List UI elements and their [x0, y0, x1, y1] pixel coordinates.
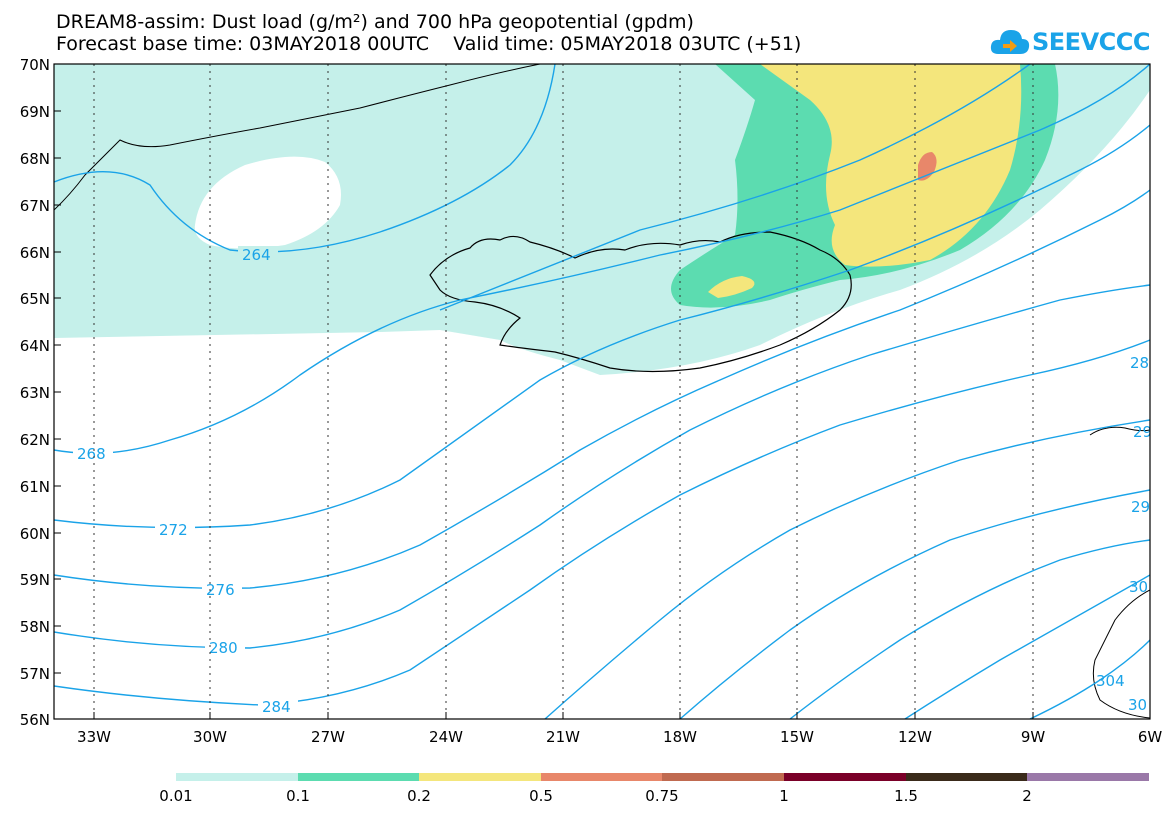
- legend-swatch-3: [541, 773, 662, 781]
- lon-label: 12W: [898, 728, 932, 746]
- contour-264: [54, 64, 556, 253]
- contour-292: [679, 489, 1150, 719]
- lat-label: 69N: [20, 103, 50, 121]
- lon-label: 9W: [1021, 728, 1046, 746]
- lon-label: 30W: [193, 728, 227, 746]
- logo-text: SEEVCCC: [1032, 28, 1151, 56]
- legend-swatch-7: [1027, 773, 1149, 781]
- contour-296: [789, 539, 1150, 719]
- contour-label: 284: [262, 698, 291, 716]
- legend-swatch-0: [176, 773, 298, 781]
- contour-264b: [439, 64, 1031, 311]
- contour-label: 29: [1131, 498, 1150, 516]
- lon-label: 24W: [429, 728, 463, 746]
- lon-label: 27W: [311, 728, 345, 746]
- lat-label: 61N: [20, 478, 50, 496]
- contour-280: [54, 284, 1150, 649]
- legend-label: 1: [779, 787, 789, 805]
- contour-label: 30: [1128, 696, 1147, 714]
- lat-label: 63N: [20, 384, 50, 402]
- contour-label: 304: [1096, 672, 1125, 690]
- faroe-coastline: [1089, 426, 1150, 436]
- dust-clear-hole-greenland: [194, 156, 341, 249]
- greenland-coastline: [54, 64, 541, 211]
- contour-label: 280: [209, 639, 238, 657]
- lon-label: 21W: [546, 728, 580, 746]
- contour-276: [54, 189, 1150, 589]
- lat-label: 59N: [20, 571, 50, 589]
- contour-label: 276: [206, 581, 235, 599]
- lat-label: 62N: [20, 431, 50, 449]
- contour-label: 28: [1130, 354, 1149, 372]
- longitude-labels: 33W 30W 27W 24W 21W 18W 15W 12W 9W 6W: [77, 728, 1162, 746]
- scotland-coastline: [1092, 589, 1150, 719]
- legend-swatch-1: [298, 773, 419, 781]
- dust-shade-0.2: [760, 64, 1022, 267]
- legend-label: 0.5: [529, 787, 553, 805]
- lat-label: 64N: [20, 337, 50, 355]
- axis-ticks: [54, 63, 1034, 719]
- contour-300: [904, 574, 1150, 719]
- lat-label: 58N: [20, 618, 50, 636]
- lat-label: 68N: [20, 150, 50, 168]
- legend-swatch-6: [906, 773, 1027, 781]
- lat-label: 56N: [20, 711, 50, 729]
- lat-label: 70N: [20, 56, 50, 74]
- contour-304: [1029, 639, 1150, 719]
- contour-labels: 264 268 272 276 280 284 28 29 29 30 304 …: [73, 246, 1152, 716]
- contour-label: 268: [77, 445, 106, 463]
- cloud-logo-icon: [990, 30, 1030, 54]
- lat-label: 65N: [20, 290, 50, 308]
- lat-label: 66N: [20, 244, 50, 262]
- legend-label: 2: [1022, 787, 1032, 805]
- contour-label: 264: [242, 246, 271, 264]
- lat-label: 60N: [20, 525, 50, 543]
- contour-268: [54, 64, 1150, 455]
- legend-label: 0.1: [286, 787, 310, 805]
- legend-label: 0.75: [645, 787, 678, 805]
- lon-label: 15W: [780, 728, 814, 746]
- contour-288: [544, 419, 1150, 719]
- lon-label: 18W: [663, 728, 697, 746]
- legend-swatch-5: [784, 773, 906, 781]
- latitude-labels: 70N 69N 68N 67N 66N 65N 64N 63N 62N 61N …: [20, 56, 50, 729]
- legend-swatch-4: [662, 773, 784, 781]
- lat-label: 57N: [20, 665, 50, 683]
- contour-label: 30: [1129, 578, 1148, 596]
- legend-label: 0.2: [407, 787, 431, 805]
- lat-label: 67N: [20, 197, 50, 215]
- contour-label: 272: [159, 521, 188, 539]
- legend-swatch-2: [419, 773, 541, 781]
- forecast-times: Forecast base time: 03MAY2018 00UTC Vali…: [56, 33, 802, 55]
- contour-272: [54, 124, 1150, 529]
- dust-shade-0.2-small: [708, 276, 755, 298]
- legend-label: 0.01: [159, 787, 192, 805]
- legend-label: 1.5: [894, 787, 918, 805]
- colorbar-legend: 0.01 0.1 0.2 0.5 0.75 1 1.5 2: [159, 773, 1149, 805]
- lon-label: 33W: [77, 728, 111, 746]
- contour-label: 29: [1133, 423, 1152, 441]
- seevccc-logo: SEEVCCC: [990, 20, 1151, 60]
- lon-label: 6W: [1138, 728, 1163, 746]
- map-plot-area: 264 268 272 276 280 284 28 29 29 30 304 …: [54, 64, 1152, 719]
- map-title: DREAM8-assim: Dust load (g/m²) and 700 h…: [56, 11, 694, 33]
